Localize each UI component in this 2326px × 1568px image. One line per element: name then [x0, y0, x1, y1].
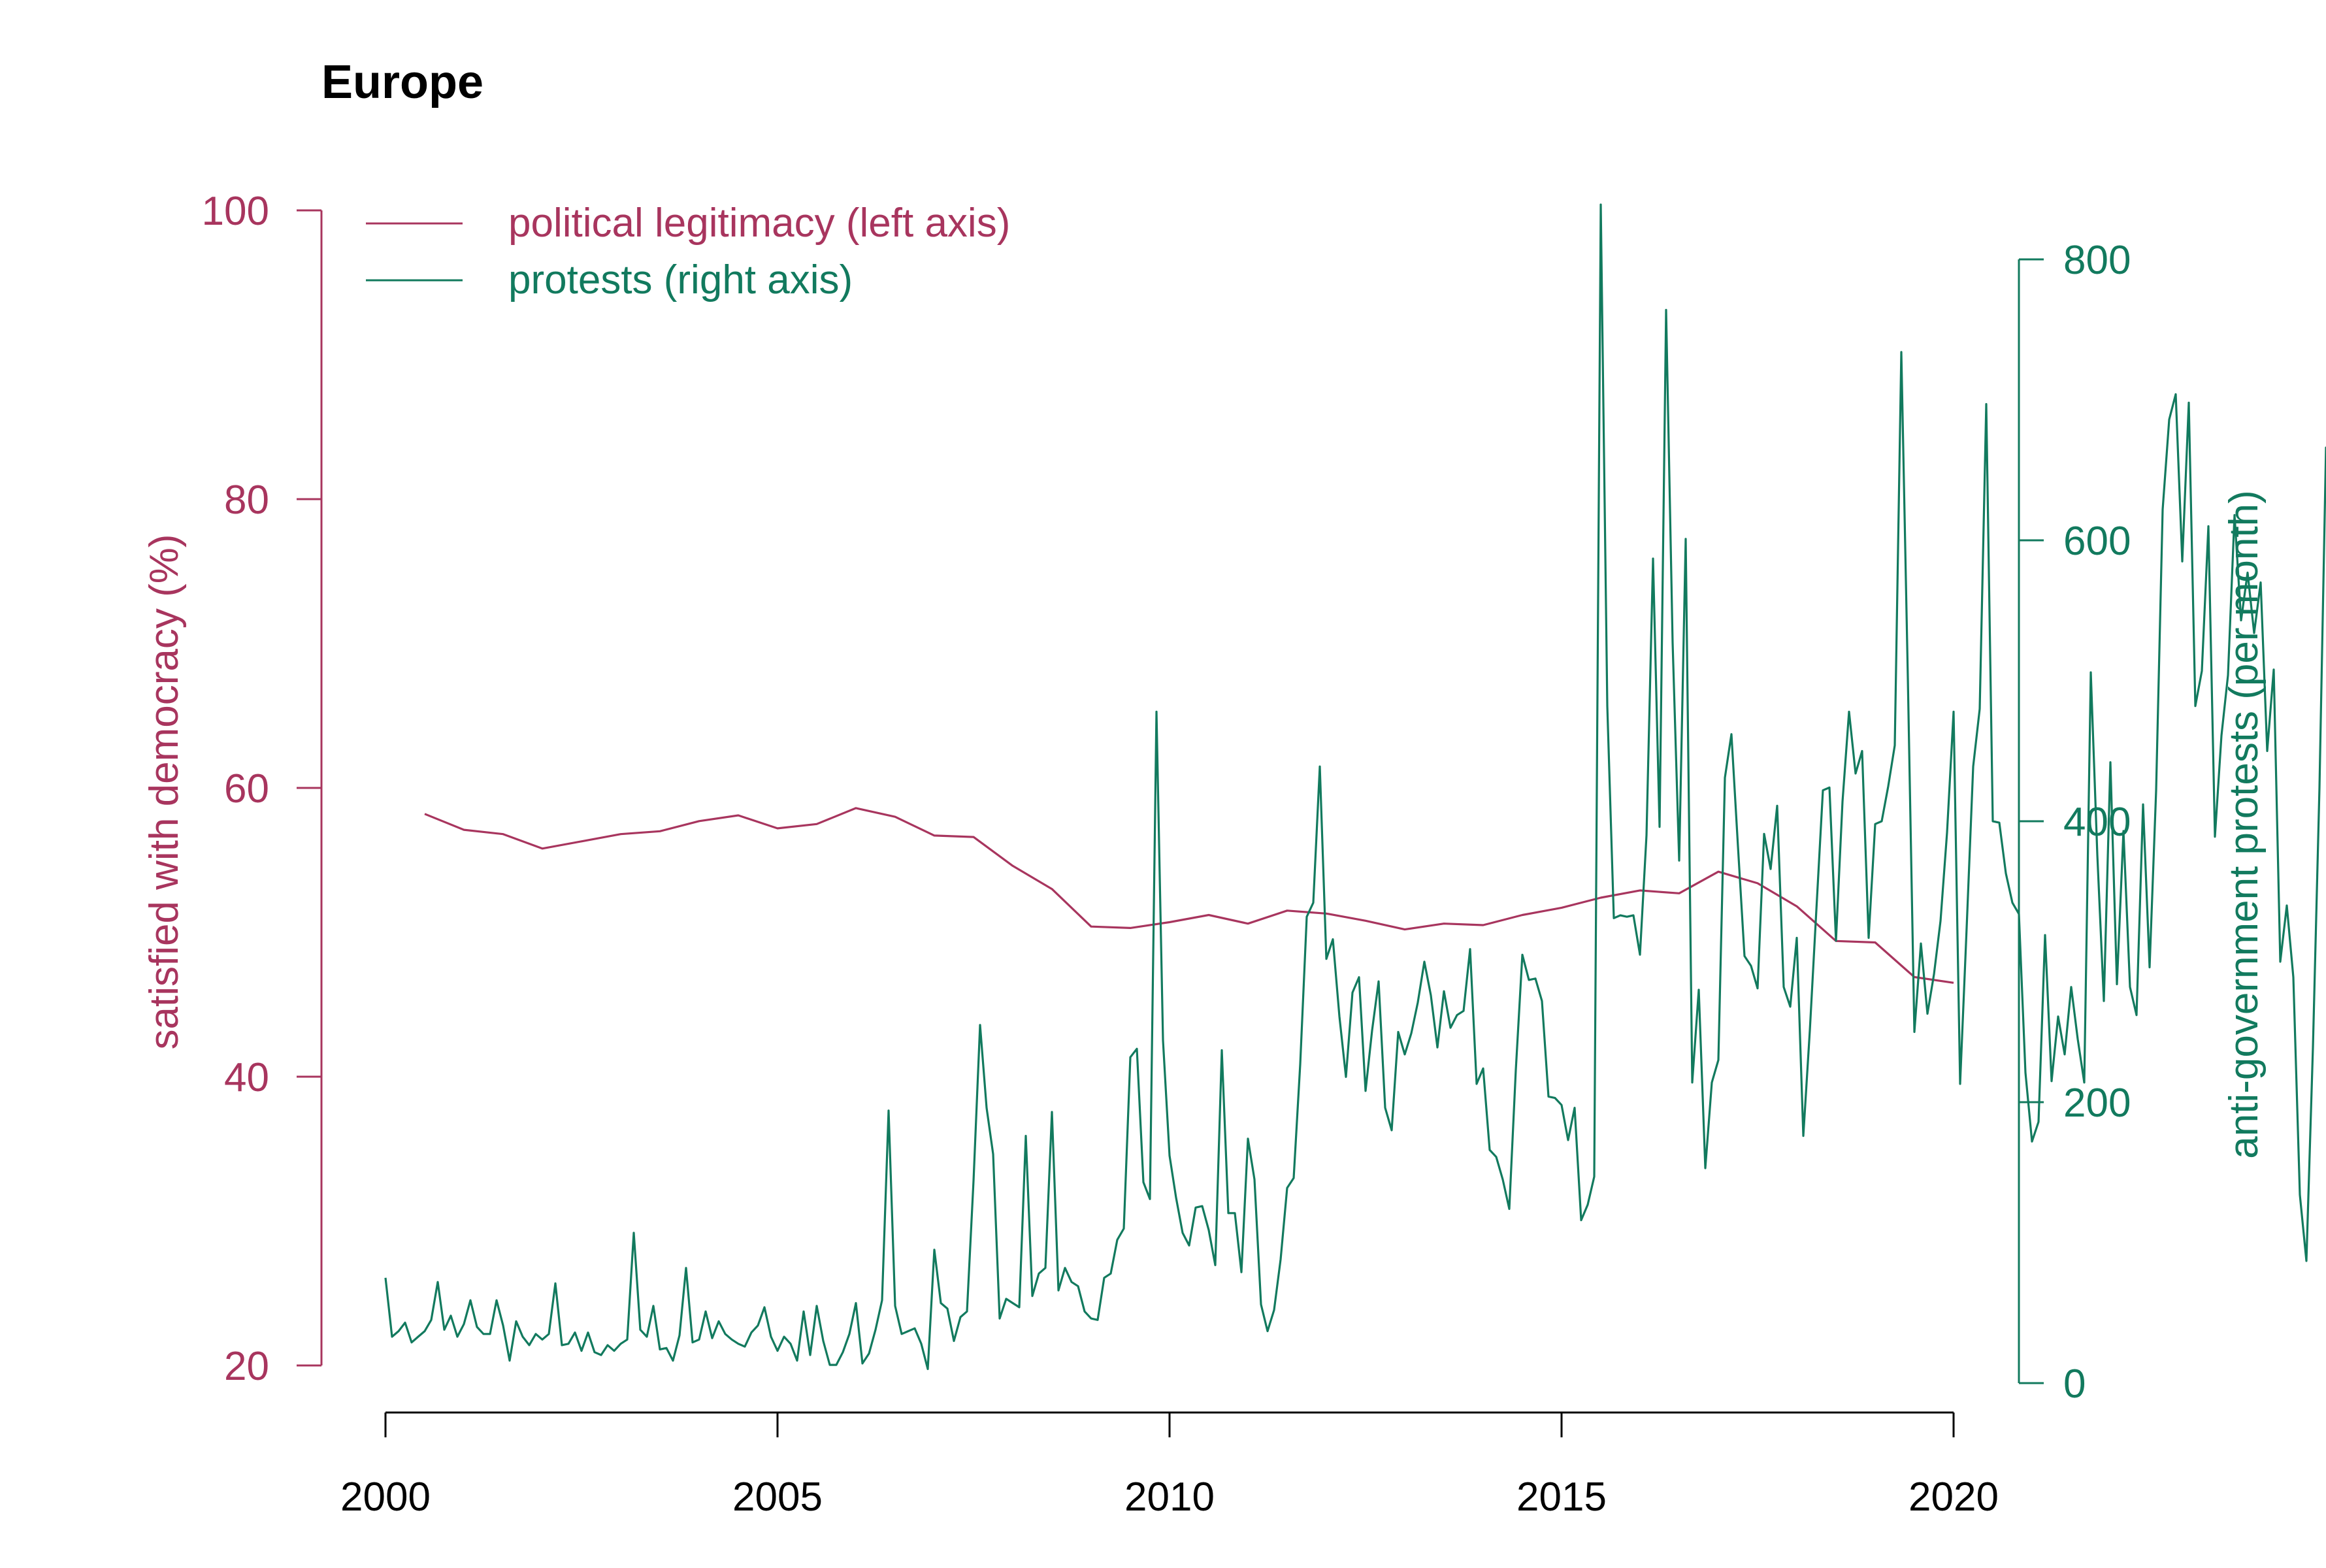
left-axis: 20 40 60 80 100 — [202, 189, 323, 1389]
x-axis-tick-label: 2010 — [1124, 1475, 1215, 1520]
left-axis-tick-label: 80 — [224, 478, 269, 523]
left-axis-tick-label: 40 — [224, 1055, 269, 1100]
right-axis-tick-label: 0 — [2063, 1362, 2086, 1407]
left-axis-tick-label: 60 — [224, 766, 269, 811]
legend-label-protests: protests (right axis) — [508, 257, 853, 302]
left-axis-tick-label: 20 — [224, 1344, 269, 1389]
chart-title: Europe — [321, 56, 483, 108]
legend-label-legitimacy: political legitimacy (left axis) — [508, 201, 1010, 246]
x-axis-tick-label: 2020 — [1908, 1475, 1999, 1520]
x-axis-tick-label: 2015 — [1516, 1475, 1607, 1520]
left-axis-tick-label: 100 — [202, 189, 269, 234]
left-axis-title: satisfied with democracy (%) — [142, 534, 187, 1049]
right-axis-tick-label: 600 — [2063, 519, 2131, 564]
x-axis-tick-label: 2005 — [732, 1475, 823, 1520]
x-axis: 2000 2005 2010 2015 2020 — [340, 1411, 1999, 1520]
right-axis-tick-label: 200 — [2063, 1081, 2131, 1126]
legend: political legitimacy (left axis) protest… — [366, 201, 1010, 302]
right-axis-tick-label: 800 — [2063, 238, 2131, 283]
plot-area — [384, 203, 2326, 1371]
series-line-protests — [384, 203, 2326, 1371]
series-line-political-legitimacy — [424, 807, 1954, 984]
x-axis-tick-label: 2000 — [340, 1475, 431, 1520]
